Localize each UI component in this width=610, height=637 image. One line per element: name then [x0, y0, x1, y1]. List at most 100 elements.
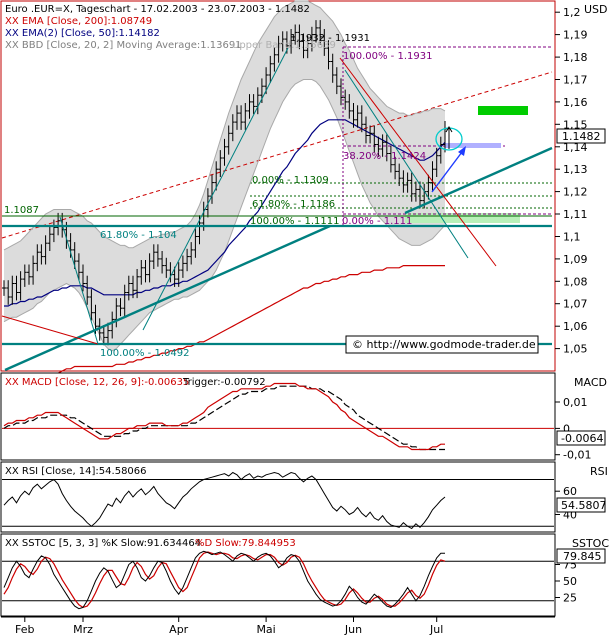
macd-trigger-line — [3, 385, 445, 451]
price-bar — [35, 244, 40, 272]
last-price-label: 1.1482 — [562, 130, 601, 143]
price-bar — [372, 125, 377, 153]
peak-label: 1,1932 - 1,1931 — [290, 33, 370, 44]
fib-anchor-teal — [59, 216, 99, 345]
sstoc-y-tick-label: 25 — [563, 592, 577, 605]
price-bar — [14, 275, 19, 301]
target-band — [445, 143, 501, 148]
macd-y-tick-label: 0 — [563, 422, 570, 435]
price-bar — [193, 228, 198, 258]
support-label: 1.1087 — [4, 205, 39, 216]
sstoc-panel-frame — [0, 533, 556, 617]
fib-618-low-label: 61.80% - 1.104 — [100, 230, 177, 241]
currency-label: USD — [584, 3, 608, 16]
price-bar — [27, 264, 31, 285]
macd-y-axis: 0,01 0 -0,01 — [555, 396, 591, 462]
price-bar — [426, 174, 431, 200]
price-y-axis: 1,2 1,19 1,18 1,17 1,16 1,15 1,14 1,13 1,12 1,11 1… — [555, 6, 588, 356]
price-y-tick-label: 1,15 — [563, 118, 588, 131]
rsi-y-tick-label: 60 — [563, 485, 577, 498]
fib-100-top-label: 100.00% - 1.1931 — [343, 51, 432, 62]
price-bar — [47, 226, 52, 251]
price-y-tick-label: 1,07 — [563, 298, 588, 311]
price-bar — [297, 24, 302, 50]
price-bar — [314, 20, 318, 43]
price-bar — [401, 170, 406, 193]
price-bar — [18, 271, 23, 301]
price-bar — [305, 35, 310, 59]
rsi-value-label: 54.5807 — [561, 499, 607, 512]
price-bar — [89, 289, 94, 321]
price-bar — [101, 325, 106, 346]
price-bar — [10, 275, 15, 305]
price-y-tick-label: 1,06 — [563, 320, 588, 333]
x-month-label: Jun — [344, 623, 362, 636]
macd-value-label: -0.0064 — [561, 432, 603, 445]
macd-y-tick-label: 0,01 — [563, 396, 588, 409]
price-bar — [393, 156, 398, 180]
price-bar — [251, 94, 256, 115]
price-bar — [364, 116, 368, 144]
price-bar — [164, 257, 169, 278]
price-bar — [31, 255, 36, 285]
price-y-tick-label: 1,17 — [563, 74, 588, 87]
price-bar — [85, 275, 90, 305]
price-bar — [160, 251, 165, 274]
price-bar — [6, 280, 11, 305]
sstoc-d-line — [3, 551, 446, 609]
price-bar — [81, 264, 85, 292]
price-header-title: Euro .EUR=X, Tageschart - 17.02.2003 - 2… — [5, 4, 310, 15]
price-bars — [2, 20, 447, 346]
price-bar — [243, 103, 248, 130]
price-bar — [322, 29, 327, 56]
price-bar — [388, 145, 393, 173]
bollinger-upper-line — [3, 0, 446, 251]
price-bar — [2, 280, 6, 296]
sstoc-value-label: 79.845 — [563, 550, 602, 563]
price-bar — [289, 29, 294, 54]
price-bar — [176, 262, 181, 287]
trendline-dashed-red — [1, 71, 553, 239]
price-y-tick-label: 1,2 — [563, 6, 581, 19]
price-bar — [438, 136, 443, 164]
sstoc-y-tick-label: 50 — [563, 575, 577, 588]
price-bar — [326, 40, 331, 70]
price-panel: Euro .EUR=X, Tageschart - 17.02.2003 - 2… — [0, 0, 556, 403]
projection-arrowhead — [458, 146, 466, 156]
fib-618-upper-label: 61.80% - 1.1186 — [252, 199, 335, 210]
rsi-header: XX RSI [Close, 14]:54.58066 — [5, 466, 147, 477]
price-bar — [430, 161, 435, 191]
fan-line-teal-2 — [344, 69, 469, 259]
ema50-line — [4, 119, 446, 307]
price-y-tick-label: 1,16 — [563, 96, 588, 109]
watermark-box — [345, 335, 539, 354]
fib-382-label: 38.20% - 1.1424 — [343, 151, 426, 162]
uptrend-line-teal — [4, 224, 331, 372]
watermark-text[interactable]: © http://www.godmode-trader.de — [352, 338, 536, 351]
fib-100-low-label: 100.00% - 1.0492 — [100, 348, 189, 359]
price-bar — [172, 266, 177, 287]
price-bar — [110, 311, 115, 339]
price-y-tick-label: 1,05 — [563, 343, 588, 356]
price-bar — [51, 219, 56, 243]
price-bar — [376, 136, 381, 157]
macd-y-tick-label: -0,01 — [563, 449, 591, 462]
price-bar — [368, 125, 373, 144]
fan-line-teal — [142, 47, 289, 331]
price-bar — [222, 138, 227, 166]
price-bar — [293, 24, 298, 45]
rsi-value-box — [556, 497, 606, 513]
price-bar — [355, 105, 360, 128]
macd-plot — [2, 382, 554, 451]
price-bar — [147, 253, 152, 283]
price-bar — [276, 35, 281, 63]
price-bar — [135, 269, 140, 299]
price-bar — [118, 298, 123, 317]
rsi-line — [3, 471, 446, 530]
price-underlay — [4, 1, 552, 351]
x-month-label: Feb — [15, 623, 34, 636]
price-bar — [351, 103, 356, 128]
price-bar — [347, 94, 352, 119]
downtrend-line-red-1 — [1, 315, 99, 345]
